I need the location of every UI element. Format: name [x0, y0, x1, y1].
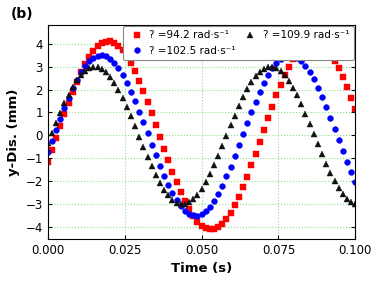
- ? =94.2 rad·s⁻¹: [328, 52, 333, 56]
- ? =109.9 rad·s⁻¹: [353, 202, 358, 206]
- ? =94.2 rad·s⁻¹: [291, 57, 295, 61]
- ? =102.5 rad·s⁻¹: [299, 59, 304, 63]
- ? =109.9 rad·s⁻¹: [328, 171, 333, 174]
- ? =94.2 rad·s⁻¹: [312, 40, 316, 43]
- Line: ? =94.2 rad·s⁻¹: ? =94.2 rad·s⁻¹: [45, 38, 358, 232]
- ? =94.2 rad·s⁻¹: [303, 42, 308, 46]
- ? =109.9 rad·s⁻¹: [179, 202, 183, 206]
- ? =102.5 rad·s⁻¹: [100, 54, 104, 57]
- ? =109.9 rad·s⁻¹: [70, 85, 75, 89]
- Line: ? =109.9 rad·s⁻¹: ? =109.9 rad·s⁻¹: [45, 63, 359, 207]
- ? =94.2 rad·s⁻¹: [45, 160, 50, 163]
- Line: ? =102.5 rad·s⁻¹: ? =102.5 rad·s⁻¹: [45, 52, 358, 219]
- ? =102.5 rad·s⁻¹: [328, 116, 333, 120]
- Legend: ? =94.2 rad·s⁻¹, ? =102.5 rad·s⁻¹, ? =109.9 rad·s⁻¹: ? =94.2 rad·s⁻¹, ? =102.5 rad·s⁻¹, ? =10…: [123, 26, 354, 60]
- ? =109.9 rad·s⁻¹: [287, 79, 291, 82]
- ? =94.2 rad·s⁻¹: [208, 228, 212, 231]
- Text: (b): (b): [11, 7, 33, 21]
- ? =102.5 rad·s⁻¹: [70, 87, 75, 90]
- ? =109.9 rad·s⁻¹: [295, 94, 299, 97]
- ? =102.5 rad·s⁻¹: [287, 54, 291, 57]
- ? =94.2 rad·s⁻¹: [282, 74, 287, 77]
- ? =102.5 rad·s⁻¹: [307, 70, 312, 74]
- ? =94.2 rad·s⁻¹: [70, 90, 75, 94]
- ? =109.9 rad·s⁻¹: [45, 141, 50, 145]
- ? =109.9 rad·s⁻¹: [91, 65, 96, 68]
- ? =109.9 rad·s⁻¹: [307, 122, 312, 125]
- ? =109.9 rad·s⁻¹: [299, 102, 304, 106]
- ? =102.5 rad·s⁻¹: [353, 180, 358, 183]
- ? =102.5 rad·s⁻¹: [195, 214, 200, 217]
- ? =102.5 rad·s⁻¹: [295, 56, 299, 59]
- Y-axis label: y-Dis. (mm): y-Dis. (mm): [7, 88, 20, 176]
- X-axis label: Time (s): Time (s): [171, 262, 232, 275]
- ? =102.5 rad·s⁻¹: [45, 150, 50, 153]
- ? =94.2 rad·s⁻¹: [295, 51, 299, 54]
- ? =94.2 rad·s⁻¹: [353, 107, 358, 111]
